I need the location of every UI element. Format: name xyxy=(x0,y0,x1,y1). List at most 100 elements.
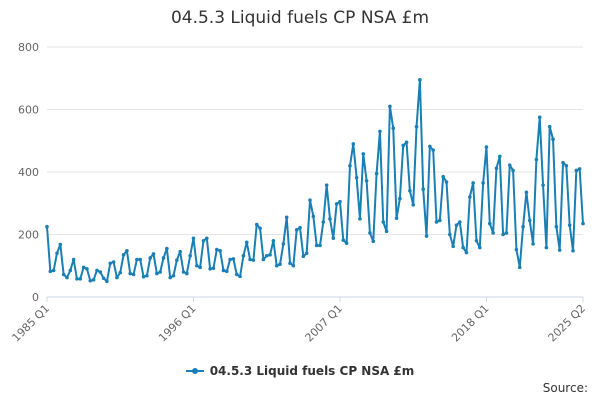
data-point[interactable] xyxy=(364,178,369,183)
data-point[interactable] xyxy=(561,160,565,165)
data-point[interactable] xyxy=(527,218,532,223)
data-point[interactable] xyxy=(314,243,319,248)
data-point[interactable] xyxy=(291,263,296,268)
data-point[interactable] xyxy=(138,257,143,262)
data-point[interactable] xyxy=(511,168,515,173)
data-point[interactable] xyxy=(358,217,362,221)
data-point[interactable] xyxy=(494,166,499,171)
data-point[interactable] xyxy=(501,232,505,237)
data-point[interactable] xyxy=(91,278,96,282)
data-point[interactable] xyxy=(261,257,266,262)
data-point[interactable] xyxy=(328,217,332,221)
data-point[interactable] xyxy=(484,145,489,149)
data-point[interactable] xyxy=(371,239,376,244)
data-point[interactable] xyxy=(75,277,79,281)
data-point[interactable] xyxy=(471,181,475,185)
data-point[interactable] xyxy=(458,220,462,224)
data-point[interactable] xyxy=(414,124,419,129)
data-point[interactable] xyxy=(517,265,522,270)
data-point[interactable] xyxy=(48,269,53,274)
data-point[interactable] xyxy=(411,203,416,207)
data-point[interactable] xyxy=(175,258,179,262)
data-point[interactable] xyxy=(404,140,409,145)
data-point[interactable] xyxy=(487,221,492,226)
data-point[interactable] xyxy=(574,168,579,173)
data-point[interactable] xyxy=(354,175,359,180)
data-point[interactable] xyxy=(334,202,339,206)
data-point[interactable] xyxy=(81,265,86,270)
data-point[interactable] xyxy=(61,272,66,277)
data-point[interactable] xyxy=(567,223,572,227)
data-point[interactable] xyxy=(141,274,146,279)
data-point[interactable] xyxy=(534,157,539,162)
data-point[interactable] xyxy=(274,263,279,268)
data-point[interactable] xyxy=(348,163,352,168)
data-point[interactable] xyxy=(401,143,406,148)
data-point[interactable] xyxy=(145,273,149,278)
data-point[interactable] xyxy=(105,279,109,284)
data-point[interactable] xyxy=(547,124,552,129)
data-point[interactable] xyxy=(451,244,455,249)
data-point[interactable] xyxy=(101,276,106,281)
data-point[interactable] xyxy=(108,261,113,266)
data-point[interactable] xyxy=(428,144,432,149)
data-point[interactable] xyxy=(541,183,545,187)
data-point[interactable] xyxy=(55,251,59,256)
data-point[interactable] xyxy=(408,188,412,193)
data-point[interactable] xyxy=(95,268,99,273)
data-point[interactable] xyxy=(168,275,172,280)
data-point[interactable] xyxy=(165,246,169,251)
data-point[interactable] xyxy=(341,238,346,242)
data-point[interactable] xyxy=(181,270,186,274)
data-point[interactable] xyxy=(468,195,472,199)
data-point[interactable] xyxy=(264,253,269,258)
data-point[interactable] xyxy=(111,260,116,264)
data-point[interactable] xyxy=(521,224,525,229)
data-point[interactable] xyxy=(544,245,549,250)
data-point[interactable] xyxy=(278,262,282,266)
data-point[interactable] xyxy=(58,242,63,247)
data-point[interactable] xyxy=(128,271,133,276)
data-point[interactable] xyxy=(71,257,76,262)
data-point[interactable] xyxy=(65,275,69,280)
data-point[interactable] xyxy=(198,265,202,270)
data-point[interactable] xyxy=(68,268,73,273)
data-point[interactable] xyxy=(281,242,286,246)
data-point[interactable] xyxy=(361,152,366,156)
data-point[interactable] xyxy=(474,238,479,243)
data-point[interactable] xyxy=(131,272,136,277)
data-point[interactable] xyxy=(537,115,542,120)
data-point[interactable] xyxy=(148,256,153,260)
data-point[interactable] xyxy=(308,198,312,202)
data-point[interactable] xyxy=(504,231,509,235)
data-point[interactable] xyxy=(388,104,392,109)
data-point[interactable] xyxy=(98,270,103,274)
data-point[interactable] xyxy=(444,180,449,184)
data-point[interactable] xyxy=(374,171,379,176)
data-point[interactable] xyxy=(78,277,83,281)
data-point[interactable] xyxy=(135,257,139,262)
data-point[interactable] xyxy=(491,231,495,235)
data-point[interactable] xyxy=(125,248,129,253)
data-point[interactable] xyxy=(344,241,349,246)
data-point[interactable] xyxy=(448,232,452,237)
data-point[interactable] xyxy=(178,249,182,254)
data-point[interactable] xyxy=(378,129,382,134)
data-point[interactable] xyxy=(208,267,212,271)
data-point[interactable] xyxy=(188,253,192,258)
data-point[interactable] xyxy=(564,163,569,168)
data-point[interactable] xyxy=(185,271,189,276)
data-point[interactable] xyxy=(368,231,372,235)
data-point[interactable] xyxy=(554,224,559,229)
data-point[interactable] xyxy=(461,245,465,250)
data-point[interactable] xyxy=(241,253,246,258)
data-point[interactable] xyxy=(557,248,562,252)
data-point[interactable] xyxy=(218,248,222,253)
data-point[interactable] xyxy=(251,258,256,262)
data-point[interactable] xyxy=(45,224,49,229)
data-point[interactable] xyxy=(115,275,119,280)
data-point[interactable] xyxy=(294,228,299,232)
data-point[interactable] xyxy=(514,247,519,252)
data-point[interactable] xyxy=(201,238,206,243)
data-point[interactable] xyxy=(121,253,126,257)
